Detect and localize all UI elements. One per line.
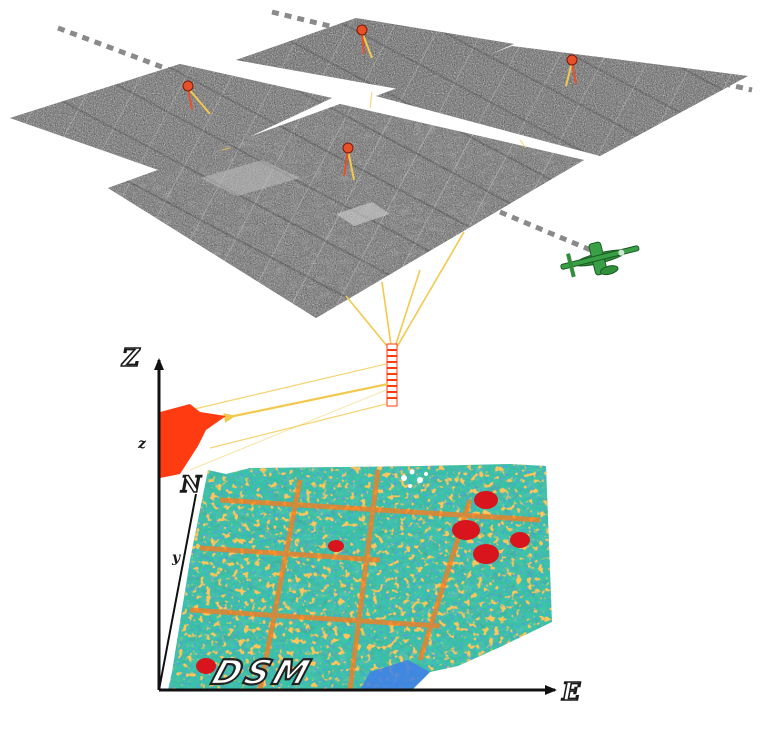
aerial-tile-main bbox=[108, 104, 584, 318]
airplane-icon bbox=[560, 241, 640, 278]
flight-line-left bbox=[57, 25, 171, 73]
height-profile bbox=[160, 404, 226, 478]
dsm-label: DSM bbox=[207, 654, 318, 693]
y-tick-label: y bbox=[171, 550, 181, 566]
camera-pin-icon bbox=[565, 54, 578, 87]
projection-rays bbox=[345, 231, 465, 353]
z-axis-label: Z bbox=[121, 343, 141, 372]
camera-pin-icon bbox=[182, 80, 211, 115]
north-axis-label: N bbox=[180, 472, 202, 498]
aerial-tile-top-left bbox=[10, 64, 332, 174]
aerial-image-tiles bbox=[10, 18, 748, 318]
profile-rays bbox=[189, 363, 389, 471]
camera-pin-icon bbox=[356, 24, 373, 59]
z-tick-label: z bbox=[137, 436, 147, 452]
height-sample-stack bbox=[386, 343, 398, 407]
dsm-raster bbox=[168, 464, 552, 691]
camera-pin-icon bbox=[342, 142, 355, 181]
tile-links bbox=[221, 91, 527, 151]
north-axis-line bbox=[158, 493, 197, 691]
flight-line-diagonal bbox=[499, 209, 601, 257]
axes bbox=[154, 358, 557, 695]
aerial-tile-top-right bbox=[376, 46, 748, 156]
camera-markers bbox=[182, 24, 578, 181]
east-axis-label: E bbox=[561, 677, 581, 706]
